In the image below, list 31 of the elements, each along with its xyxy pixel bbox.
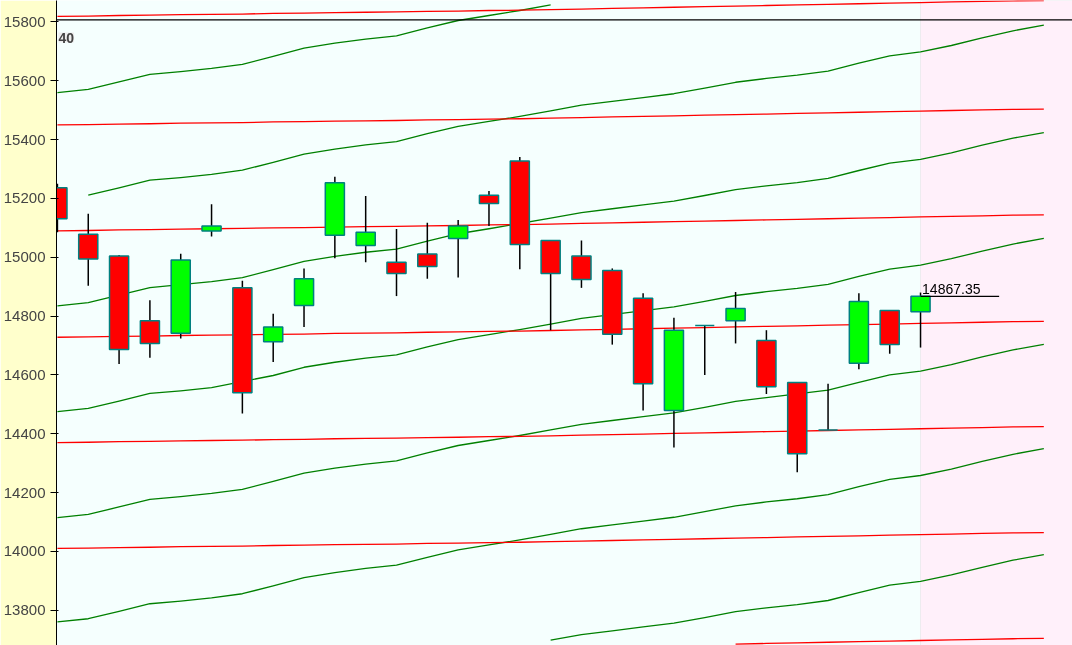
candlestick	[694, 324, 716, 376]
y-tick-label: 15800	[3, 12, 46, 30]
annotation: 14867.35	[922, 281, 981, 298]
candlestick	[262, 312, 284, 363]
y-tick-label: 15400	[3, 130, 46, 148]
candlestick	[571, 239, 592, 289]
line-series	[87, 24, 1045, 196]
candlestick	[386, 228, 407, 297]
y-tick-label: 13800	[3, 601, 46, 619]
candlestick	[447, 219, 469, 279]
line-series	[56, 4, 552, 94]
y-tick-label: 14400	[3, 424, 46, 442]
line-series	[549, 553, 1045, 641]
line-series	[56, 448, 1045, 623]
y-tick-label: 15200	[3, 189, 46, 207]
y-tick-label: 14800	[3, 307, 46, 325]
y-tick-label: 14000	[3, 542, 46, 560]
candlestick	[817, 382, 839, 431]
y-tick-label: 15000	[3, 248, 46, 266]
candlestick	[355, 195, 376, 264]
line-series	[56, 343, 1045, 519]
line-series	[56, 237, 1045, 413]
y-tick-label: 14200	[3, 483, 46, 501]
candlestick	[201, 203, 222, 238]
annotation: 40	[58, 29, 75, 46]
line-series	[56, 131, 1045, 307]
y-tick-label: 15600	[3, 71, 46, 89]
y-tick-label: 14600	[3, 365, 46, 383]
candlestick	[725, 291, 746, 345]
line-series	[56, 531, 1045, 550]
line-series	[56, 108, 1045, 126]
